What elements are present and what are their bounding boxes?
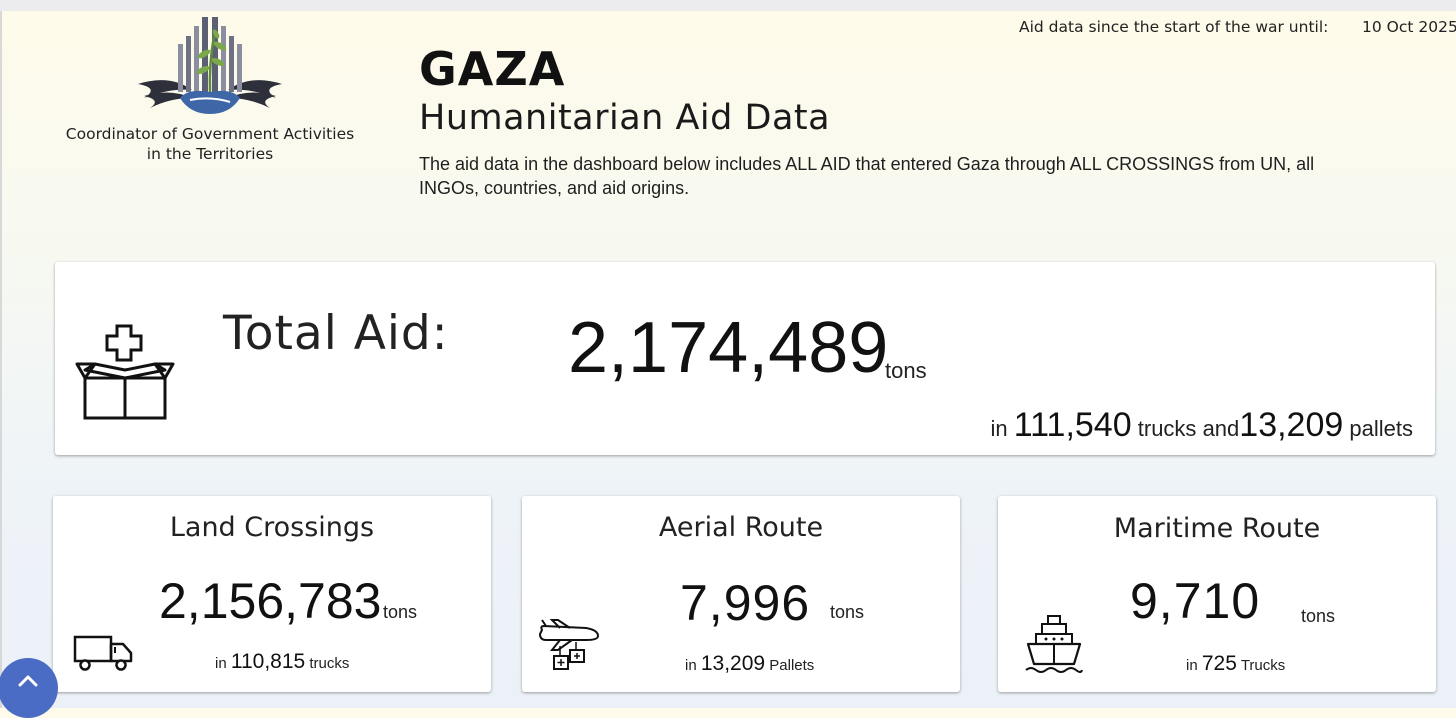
and-label: and — [1202, 416, 1240, 441]
aid-box-icon — [75, 324, 175, 420]
maritime-route-trucks: 725 — [1201, 652, 1237, 675]
land-crossings-trucks: 110,815 — [230, 650, 306, 673]
page-subtitle: Humanitarian Aid Data — [419, 98, 831, 138]
total-aid-card: Total Aid: 2,174,489 tons in 111,540 tru… — [55, 262, 1435, 455]
org-line-1: Coordinator of Government Activities — [65, 125, 355, 143]
page-title: GAZA — [419, 42, 566, 96]
maritime-route-count: in 725 Trucks — [1186, 652, 1285, 676]
land-crossings-unit: tons — [383, 602, 418, 622]
left-edge — [0, 11, 2, 708]
aerial-route-count: in 13,209 Pallets — [685, 652, 814, 676]
total-aid-label: Total Aid: — [223, 306, 449, 361]
cogat-logo — [138, 17, 282, 114]
land-crossings-count: in 110,815 trucks — [215, 650, 349, 674]
land-crossings-card: Land Crossings 2,156,783 tons in 110,815… — [53, 496, 491, 692]
chevron-up-icon — [18, 675, 38, 687]
total-pallets: 13,209 — [1239, 406, 1344, 444]
pallets-unit: Pallets — [769, 657, 815, 674]
trucks-unit: Trucks — [1240, 657, 1286, 674]
in-label: in — [990, 416, 1008, 441]
airdrop-icon — [538, 619, 600, 670]
scroll-to-top-button[interactable] — [0, 658, 58, 718]
truck-icon — [73, 635, 133, 671]
organization-name: Coordinator of Government Activities in … — [40, 124, 380, 164]
page-description: The aid data in the dashboard below incl… — [419, 154, 1315, 198]
maritime-route-title: Maritime Route — [1113, 513, 1321, 544]
trucks-unit: trucks — [309, 655, 350, 672]
maritime-route-unit: tons — [1301, 606, 1336, 626]
maritime-route-card: Maritime Route 9,710 tons in 725 Trucks — [998, 496, 1436, 692]
pallets-unit: pallets — [1349, 416, 1413, 441]
date-label: Aid data since the start of the war unti… — [1019, 18, 1329, 36]
aerial-route-pallets: 13,209 — [700, 652, 766, 675]
org-line-2: in the Territories — [146, 145, 274, 163]
total-aid-tons-unit: tons — [885, 358, 927, 383]
trucks-unit: trucks — [1137, 416, 1197, 441]
aerial-route-unit: tons — [830, 602, 865, 622]
aerial-route-tons: 7,996 — [680, 575, 811, 631]
browser-top-strip — [0, 0, 1456, 11]
land-crossings-title: Land Crossings — [169, 512, 375, 543]
in-label: in — [1186, 657, 1198, 674]
total-trucks: 111,540 — [1013, 406, 1132, 444]
aerial-route-title: Aerial Route — [658, 512, 824, 543]
aerial-route-card: Aerial Route 7,996 tons in 13,209 Pallet… — [522, 496, 960, 692]
date-row: Aid data since the start of the war unti… — [1019, 18, 1456, 36]
maritime-route-tons: 9,710 — [1130, 573, 1261, 629]
in-label: in — [215, 655, 227, 672]
land-crossings-tons: 2,156,783 — [159, 573, 382, 629]
ship-icon — [1025, 615, 1083, 673]
in-label: in — [685, 657, 697, 674]
total-aid-tons: 2,174,489 — [568, 308, 889, 388]
date-value: 10 Oct 2025 — [1362, 18, 1456, 36]
total-aid-breakdown: in 111,540 trucks and13,209 pallets — [991, 406, 1413, 445]
